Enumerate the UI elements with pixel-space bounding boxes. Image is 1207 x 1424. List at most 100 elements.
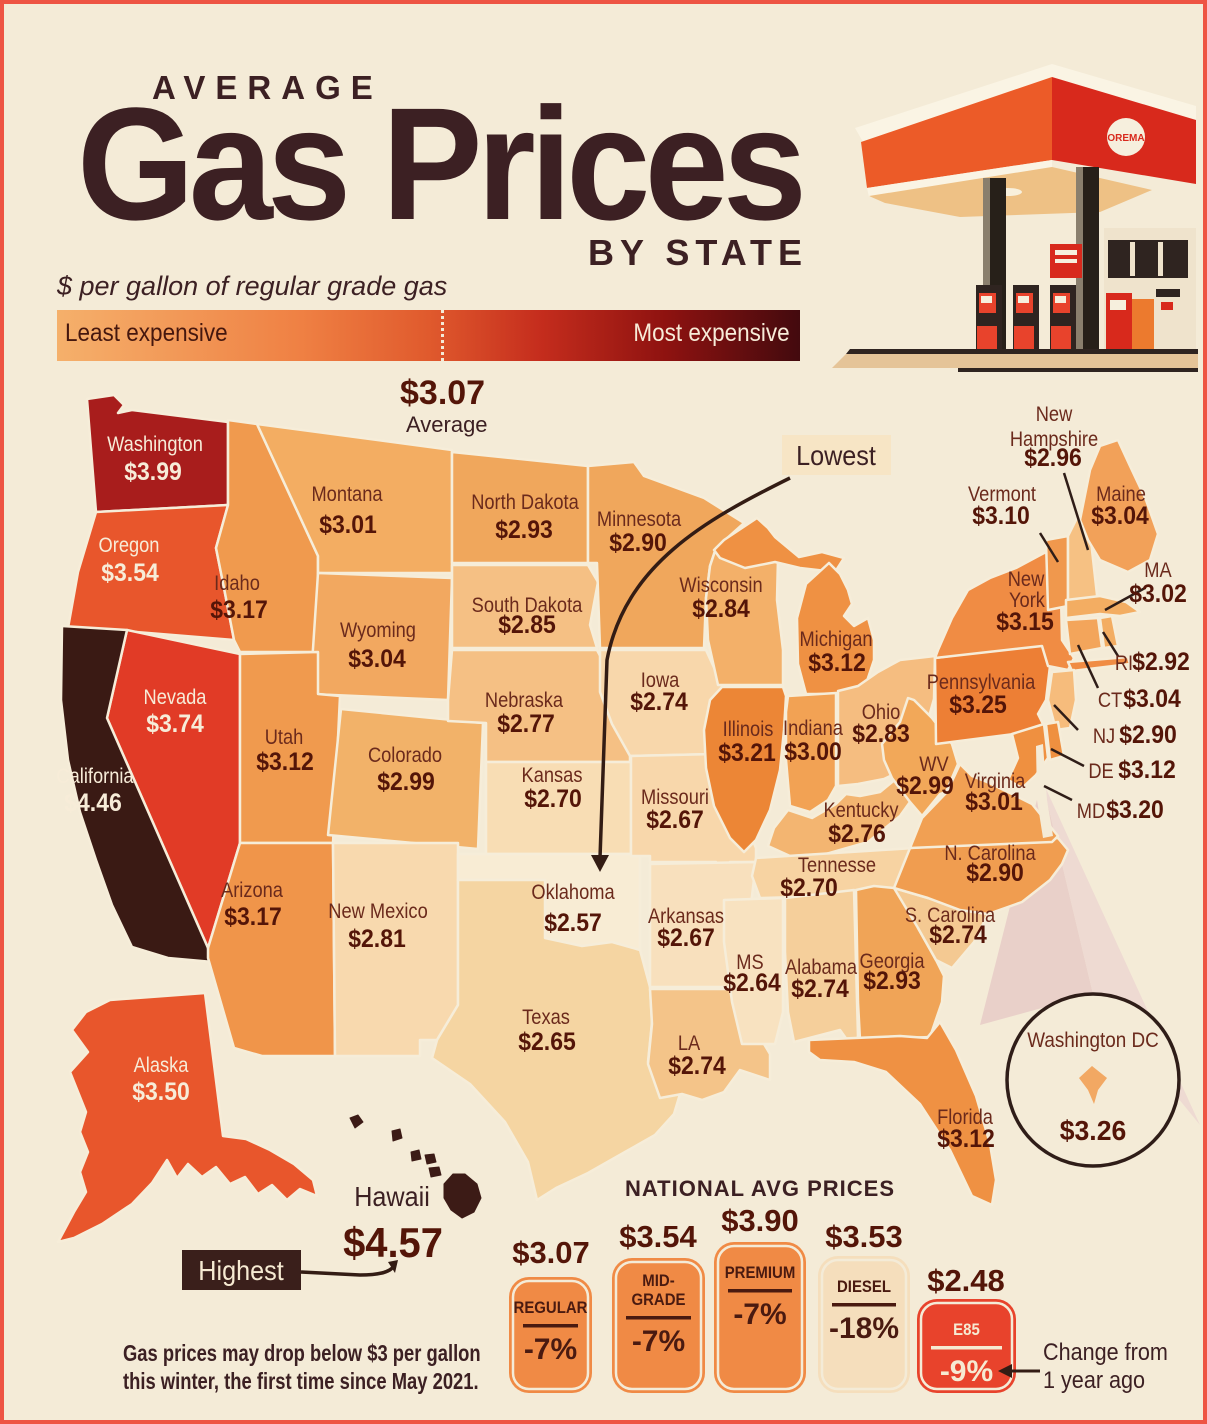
svg-text:$2.90: $2.90 [966,859,1024,887]
svg-text:-18%: -18% [829,1312,899,1345]
svg-text:$2.48: $2.48 [927,1263,1005,1298]
svg-text:$2.67: $2.67 [646,806,704,834]
svg-text:this winter, the first time si: this winter, the first time since May 20… [123,1369,479,1394]
svg-text:Lowest: Lowest [796,440,876,472]
svg-text:Hampshire: Hampshire [1010,428,1098,451]
svg-text:$3.12: $3.12 [808,649,866,677]
svg-text:North Dakota: North Dakota [471,491,579,514]
svg-text:Utah: Utah [265,726,304,749]
svg-text:Idaho: Idaho [214,572,260,595]
svg-text:$3.10: $3.10 [972,502,1030,530]
svg-text:LA: LA [678,1032,701,1055]
svg-text:South Dakota: South Dakota [472,594,583,617]
svg-text:$2.74: $2.74 [791,975,849,1003]
svg-text:$3.17: $3.17 [224,903,282,931]
svg-text:Tennesse: Tennesse [798,854,876,877]
svg-text:$3.53: $3.53 [825,1219,903,1254]
svg-text:DE: DE [1088,760,1113,783]
svg-text:Illinois: Illinois [723,718,774,741]
svg-text:Pennsylvania: Pennsylvania [927,671,1036,694]
svg-text:$3.01: $3.01 [319,511,377,539]
svg-text:$3.90: $3.90 [721,1203,799,1238]
svg-text:$2.90: $2.90 [609,529,667,557]
svg-text:$3.04: $3.04 [1091,502,1149,530]
svg-text:Oklahoma: Oklahoma [531,881,614,904]
svg-text:$3.12: $3.12 [1118,756,1176,784]
svg-text:New: New [1008,568,1045,591]
svg-text:Minnesota: Minnesota [597,508,681,531]
svg-text:$4.57: $4.57 [343,1219,443,1266]
svg-text:$2.57: $2.57 [544,909,602,937]
svg-text:$3.01: $3.01 [965,788,1023,816]
svg-text:$2.83: $2.83 [852,720,910,748]
svg-text:Arkansas: Arkansas [648,905,724,928]
svg-text:REGULAR: REGULAR [514,1299,588,1317]
svg-text:Missouri: Missouri [641,786,709,809]
svg-text:Georgia: Georgia [860,950,925,973]
svg-text:New: New [1036,403,1073,426]
svg-text:GRADE: GRADE [632,1291,686,1309]
svg-text:Washington: Washington [107,433,203,456]
svg-text:$2.93: $2.93 [495,516,553,544]
svg-text:Highest: Highest [198,1255,284,1287]
svg-text:MS: MS [736,951,763,974]
svg-text:Alabama: Alabama [785,956,857,979]
svg-text:New Mexico: New Mexico [328,900,427,923]
svg-text:$3.04: $3.04 [348,645,406,673]
svg-text:$2.74: $2.74 [630,688,688,716]
svg-text:$3.15: $3.15 [996,608,1054,636]
svg-text:$2.74: $2.74 [929,921,987,949]
svg-text:$2.70: $2.70 [524,785,582,813]
svg-text:Kentucky: Kentucky [823,799,898,822]
svg-text:-7%: -7% [524,1333,577,1366]
svg-text:$2.64: $2.64 [723,969,781,997]
svg-text:Hawaii: Hawaii [354,1181,430,1213]
svg-text:$3.20: $3.20 [1106,796,1164,824]
svg-text:Wisconsin: Wisconsin [679,574,762,597]
svg-text:$2.76: $2.76 [828,820,886,848]
svg-text:Wyoming: Wyoming [340,619,416,642]
svg-text:$2.74: $2.74 [668,1052,726,1080]
svg-text:MA: MA [1144,559,1172,582]
svg-text:E85: E85 [953,1321,980,1339]
svg-text:-7%: -7% [632,1325,685,1358]
svg-text:N. Carolina: N. Carolina [944,842,1035,865]
svg-text:$3.50: $3.50 [132,1078,190,1106]
svg-text:$2.96: $2.96 [1024,444,1082,472]
svg-text:$3.54: $3.54 [101,559,159,587]
svg-text:Virginia: Virginia [965,770,1026,793]
svg-text:Nebraska: Nebraska [485,689,563,712]
svg-text:$2.85: $2.85 [498,611,556,639]
svg-text:Gas prices may drop below $3 p: Gas prices may drop below $3 per gallon [123,1341,481,1366]
svg-text:Texas: Texas [522,1006,570,1029]
svg-text:NJ: NJ [1093,725,1115,748]
svg-text:MD: MD [1077,800,1105,823]
svg-text:$3.12: $3.12 [256,748,314,776]
svg-text:Change from: Change from [1043,1338,1168,1365]
svg-text:Vermont: Vermont [968,483,1036,506]
svg-text:$2.90: $2.90 [1119,721,1177,749]
svg-text:$3.04: $3.04 [1123,685,1181,713]
svg-text:$2.99: $2.99 [896,772,954,800]
svg-text:$3.25: $3.25 [949,691,1007,719]
svg-text:NATIONAL AVG PRICES: NATIONAL AVG PRICES [625,1176,895,1201]
svg-text:$2.65: $2.65 [518,1028,576,1056]
svg-text:Nevada: Nevada [144,686,207,709]
svg-text:$3.02: $3.02 [1129,580,1187,608]
svg-text:PREMIUM: PREMIUM [725,1264,796,1282]
svg-text:$3.21: $3.21 [718,739,776,767]
svg-text:$3.26: $3.26 [1060,1114,1127,1146]
svg-text:MID-: MID- [642,1272,674,1290]
svg-text:$3.54: $3.54 [619,1219,697,1254]
svg-text:Alaska: Alaska [134,1054,189,1077]
svg-text:$2.92: $2.92 [1132,648,1190,676]
svg-text:Michigan: Michigan [799,628,872,651]
svg-text:Florida: Florida [937,1106,993,1129]
svg-text:$3.99: $3.99 [124,458,182,486]
svg-text:$4.46: $4.46 [64,789,122,817]
svg-text:$3.17: $3.17 [210,596,268,624]
svg-text:Montana: Montana [311,483,382,506]
svg-text:Arizona: Arizona [221,879,283,902]
svg-text:Washington DC: Washington DC [1027,1029,1159,1052]
svg-text:Oregon: Oregon [99,534,160,557]
